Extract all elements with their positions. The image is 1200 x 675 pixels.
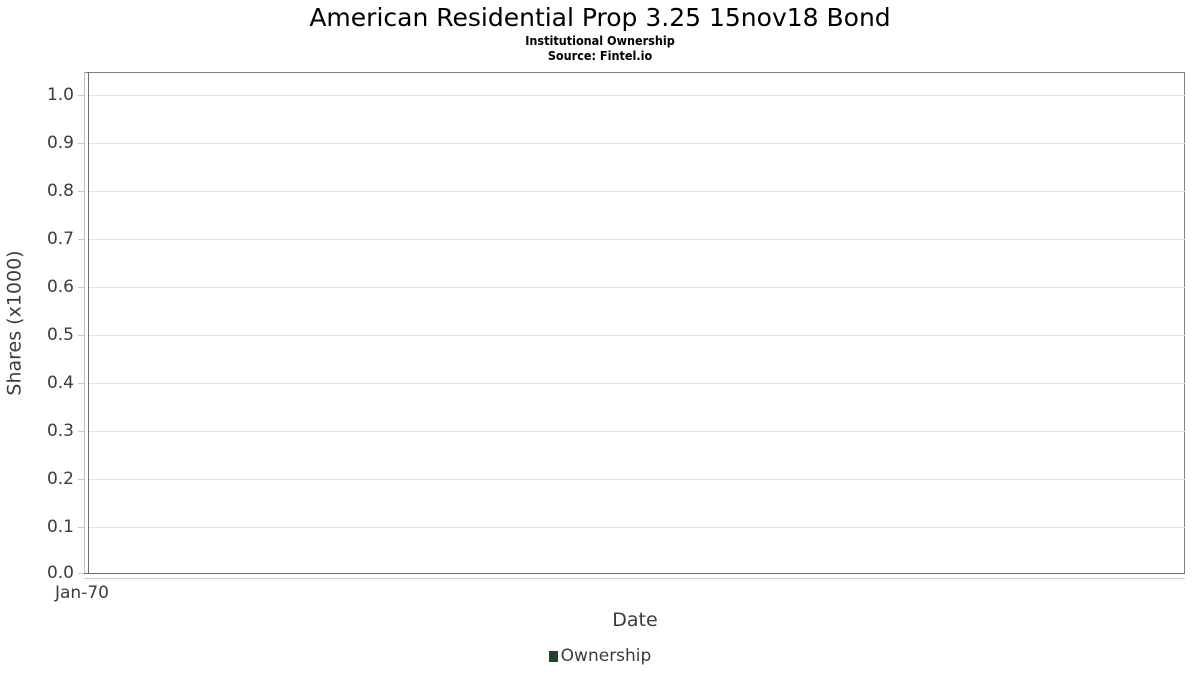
x-tick-label-jan-70: Jan-70 (55, 583, 109, 603)
y-tick-mark-0.6 (78, 287, 84, 288)
gridline-0.1 (89, 527, 1185, 528)
chart-header: American Residential Prop 3.25 15nov18 B… (0, 0, 1200, 63)
chart-legend: Ownership (0, 646, 1200, 666)
gridline-0.5 (89, 335, 1185, 336)
y-tick-mark-0.4 (78, 383, 84, 384)
y-tick-mark-0.2 (78, 479, 84, 480)
y-tick-mark-0.3 (78, 431, 84, 432)
y-tick-label-0.8: 0.8 (46, 181, 74, 201)
gridline-0.3 (89, 431, 1185, 432)
gridline-0.4 (89, 383, 1185, 384)
legend-swatch-icon (548, 650, 558, 662)
y-tick-mark-0.9 (78, 143, 84, 144)
x-axis-line-light (84, 578, 1185, 579)
chart-source-label: Source: Fintel.io (547, 48, 653, 63)
legend-item-label: Ownership (560, 646, 652, 666)
gridline-0.7 (89, 239, 1185, 240)
series-ownership-layer (85, 73, 1184, 573)
y-tick-label-0.7: 0.7 (46, 229, 74, 249)
y-tick-label-0.3: 0.3 (46, 421, 74, 441)
chart-title: American Residential Prop 3.25 15nov18 B… (309, 3, 891, 32)
y-tick-mark-1.0 (78, 95, 84, 96)
gridline-0.8 (89, 191, 1185, 192)
chart-subtitle: Institutional Ownership (525, 33, 675, 48)
plot-area (85, 72, 1185, 573)
y-tick-label-0.0: 0.0 (46, 563, 74, 583)
y-tick-label-0.5: 0.5 (46, 325, 74, 345)
y-tick-mark-0.8 (78, 191, 84, 192)
x-axis-line (84, 573, 1185, 574)
gridline-0.6 (89, 287, 1185, 288)
y-axis-line-light (84, 72, 85, 574)
y-axis-label: Shares (x1000) (3, 250, 26, 396)
y-tick-mark-0.7 (78, 239, 84, 240)
x-axis-label: Date (612, 609, 658, 631)
gridline-0.9 (89, 143, 1185, 144)
y-tick-label-0.6: 0.6 (46, 277, 74, 297)
y-tick-label-0.2: 0.2 (46, 469, 74, 489)
gridline-0.2 (89, 479, 1185, 480)
y-tick-label-0.4: 0.4 (46, 373, 74, 393)
y-tick-mark-0.1 (78, 527, 84, 528)
y-tick-mark-0.5 (78, 335, 84, 336)
y-axis-line (88, 72, 89, 574)
y-tick-label-1.0: 1.0 (46, 85, 74, 105)
y-tick-label-0.1: 0.1 (46, 517, 74, 537)
y-tick-label-0.9: 0.9 (46, 133, 74, 153)
gridline-1.0 (89, 95, 1185, 96)
y-tick-mark-0.0 (78, 573, 84, 574)
legend-item-ownership[interactable]: Ownership (548, 646, 652, 666)
